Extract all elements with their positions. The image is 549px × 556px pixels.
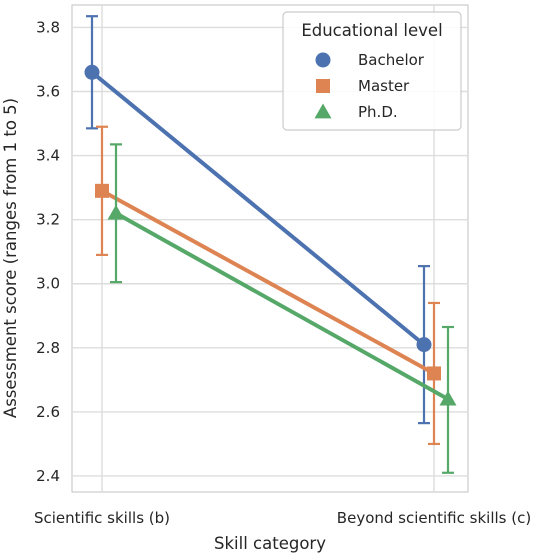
- y-tick-label: 2.4: [36, 467, 60, 485]
- series-line: [90, 70, 426, 347]
- data-point: [439, 390, 457, 406]
- y-tick-label: 3.8: [36, 18, 60, 36]
- y-axis-ticks: 2.4 2.6 2.8 3.0 3.2 3.4 3.6 3.8: [36, 18, 60, 485]
- y-tick-label: 3.4: [36, 147, 60, 165]
- legend-frame: [282, 11, 462, 131]
- x-tick-label: Scientific skills (b): [34, 509, 170, 527]
- series-line: [115, 211, 449, 401]
- data-point: [95, 183, 109, 198]
- data-point: [84, 64, 100, 80]
- data-point: [416, 337, 432, 353]
- y-tick-label: 3.2: [36, 211, 60, 229]
- legend-label: Bachelor: [358, 51, 425, 69]
- series-bachelor: [84, 15, 432, 425]
- legend-item: Ph.D.: [314, 103, 398, 121]
- data-point: [427, 366, 441, 381]
- series-ph-d: [107, 143, 457, 474]
- series-layer: [84, 15, 457, 474]
- legend-marker: [314, 103, 332, 119]
- y-tick-label: 3.6: [36, 83, 60, 101]
- legend-marker: [316, 79, 330, 93]
- legend-marker: [315, 52, 331, 68]
- data-point: [107, 204, 125, 220]
- y-axis-label: Assessment score (ranges from 1 to 5): [1, 98, 20, 418]
- legend-title: Educational level: [301, 21, 442, 40]
- legend-label: Ph.D.: [358, 103, 398, 121]
- legend-item: Master: [316, 77, 410, 95]
- y-tick-label: 2.6: [36, 403, 60, 421]
- x-tick-label: Beyond scientific skills (c): [337, 509, 531, 527]
- legend: Educational level Bachelor Master Ph.D.: [282, 11, 462, 131]
- y-tick-label: 2.8: [36, 339, 60, 357]
- series-master: [95, 125, 441, 446]
- legend-item: Bachelor: [315, 51, 425, 69]
- x-axis-label: Skill category: [214, 534, 326, 553]
- legend-label: Master: [358, 77, 410, 95]
- y-tick-label: 3.0: [36, 275, 60, 293]
- series-line: [101, 189, 435, 376]
- x-axis-ticks: Scientific skills (b) Beyond scientific s…: [34, 509, 531, 527]
